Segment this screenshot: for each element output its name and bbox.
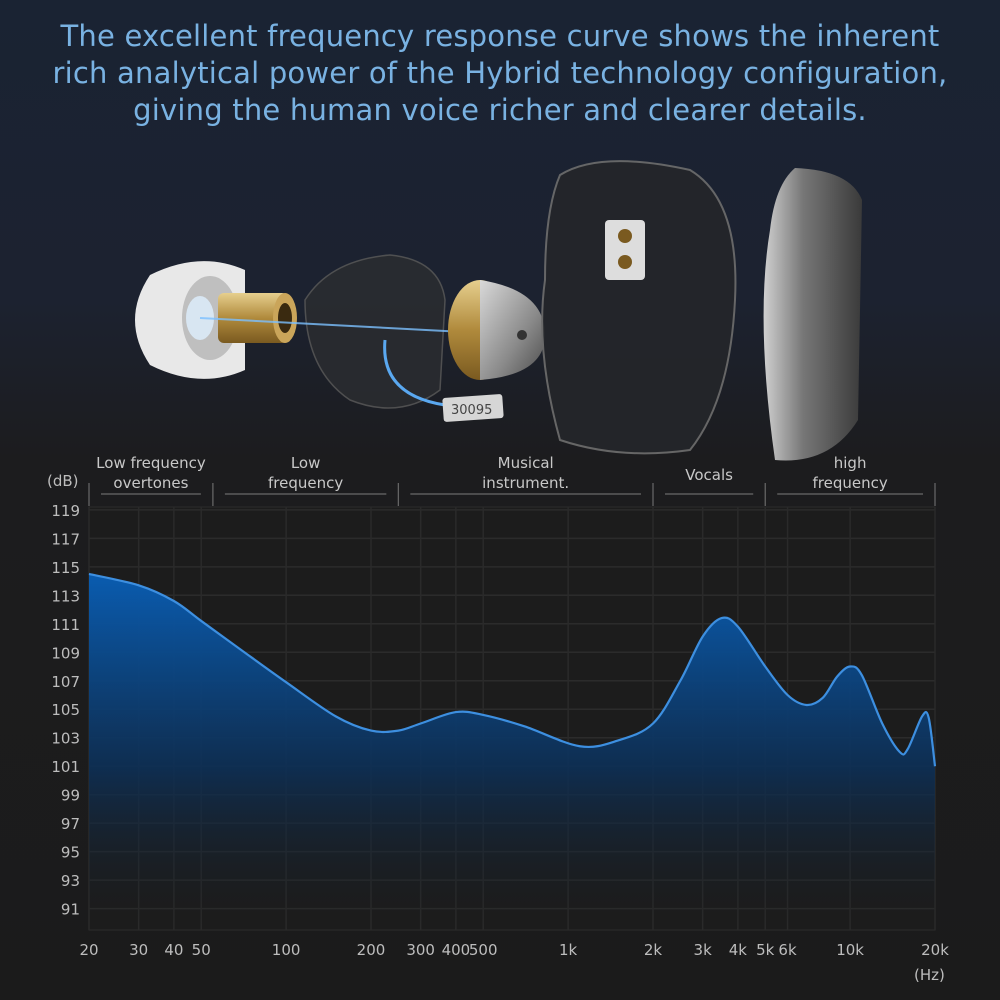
y-tick-label: 111 bbox=[51, 616, 80, 634]
x-tick-label: 4k bbox=[729, 941, 748, 959]
band-label: Musical bbox=[498, 454, 554, 472]
y-tick-label: 109 bbox=[51, 644, 80, 662]
y-tick-label: 103 bbox=[51, 730, 80, 748]
band-label: frequency bbox=[812, 474, 887, 492]
band-label: frequency bbox=[268, 474, 343, 492]
headline: The excellent frequency response curve s… bbox=[0, 18, 1000, 129]
y-axis-unit: (dB) bbox=[47, 472, 79, 490]
balanced-armature-icon: 30095 bbox=[442, 394, 504, 422]
x-tick-label: 10k bbox=[836, 941, 864, 959]
x-tick-label: 50 bbox=[192, 941, 211, 959]
series-area bbox=[89, 573, 935, 930]
x-tick-label: 5k bbox=[756, 941, 775, 959]
y-tick-label: 107 bbox=[51, 673, 80, 691]
x-tick-label: 400 bbox=[442, 941, 471, 959]
x-axis-unit: (Hz) bbox=[914, 966, 945, 984]
x-tick-label: 20 bbox=[79, 941, 98, 959]
headline-line: rich analytical power of the Hybrid tech… bbox=[52, 56, 948, 90]
inner-shell-icon bbox=[304, 254, 446, 409]
x-tick-label: 40 bbox=[164, 941, 183, 959]
y-tick-label: 91 bbox=[61, 901, 80, 919]
band-label: Vocals bbox=[685, 466, 733, 484]
dynamic-driver-icon bbox=[448, 280, 545, 380]
band-label: Low frequency bbox=[96, 454, 206, 472]
band-label: overtones bbox=[113, 474, 188, 492]
y-axis: 119 117 115 113 111 109 107 105 103 101 99 97 95 93 91 bbox=[51, 502, 80, 919]
y-tick-label: 115 bbox=[51, 559, 80, 577]
armature-label: 30095 bbox=[451, 403, 492, 418]
y-tick-label: 99 bbox=[61, 787, 80, 805]
series-line bbox=[88, 572, 937, 767]
y-tick-label: 101 bbox=[51, 758, 80, 776]
y-tick-label: 119 bbox=[51, 502, 80, 520]
chart-series bbox=[88, 572, 937, 930]
x-tick-label: 1k bbox=[559, 941, 578, 959]
nozzle-icon bbox=[218, 293, 297, 343]
x-tick-label: 2k bbox=[644, 941, 663, 959]
x-tick-label: 500 bbox=[469, 941, 498, 959]
y-tick-label: 117 bbox=[51, 530, 80, 548]
y-tick-label: 93 bbox=[61, 872, 80, 890]
x-tick-label: 200 bbox=[357, 941, 386, 959]
y-tick-label: 97 bbox=[61, 815, 80, 833]
y-tick-label: 113 bbox=[51, 587, 80, 605]
band-label: high bbox=[834, 454, 867, 472]
frequency-bands: Low frequency overtones Low frequency Musica… bbox=[88, 454, 936, 506]
x-tick-label: 30 bbox=[129, 941, 148, 959]
faceplate-icon bbox=[763, 168, 862, 461]
y-tick-label: 105 bbox=[51, 701, 80, 719]
x-tick-label: 6k bbox=[778, 941, 797, 959]
x-tick-label: 300 bbox=[406, 941, 435, 959]
headline-line: The excellent frequency response curve s… bbox=[60, 19, 940, 53]
x-tick-label: 100 bbox=[272, 941, 301, 959]
x-tick-label: 3k bbox=[694, 941, 713, 959]
headline-line: giving the human voice richer and cleare… bbox=[133, 93, 867, 127]
band-label: Low bbox=[291, 454, 321, 472]
y-tick-label: 95 bbox=[61, 844, 80, 862]
x-tick-label: 20k bbox=[921, 941, 949, 959]
shell-icon bbox=[541, 160, 737, 455]
band-label: instrument. bbox=[482, 474, 569, 492]
